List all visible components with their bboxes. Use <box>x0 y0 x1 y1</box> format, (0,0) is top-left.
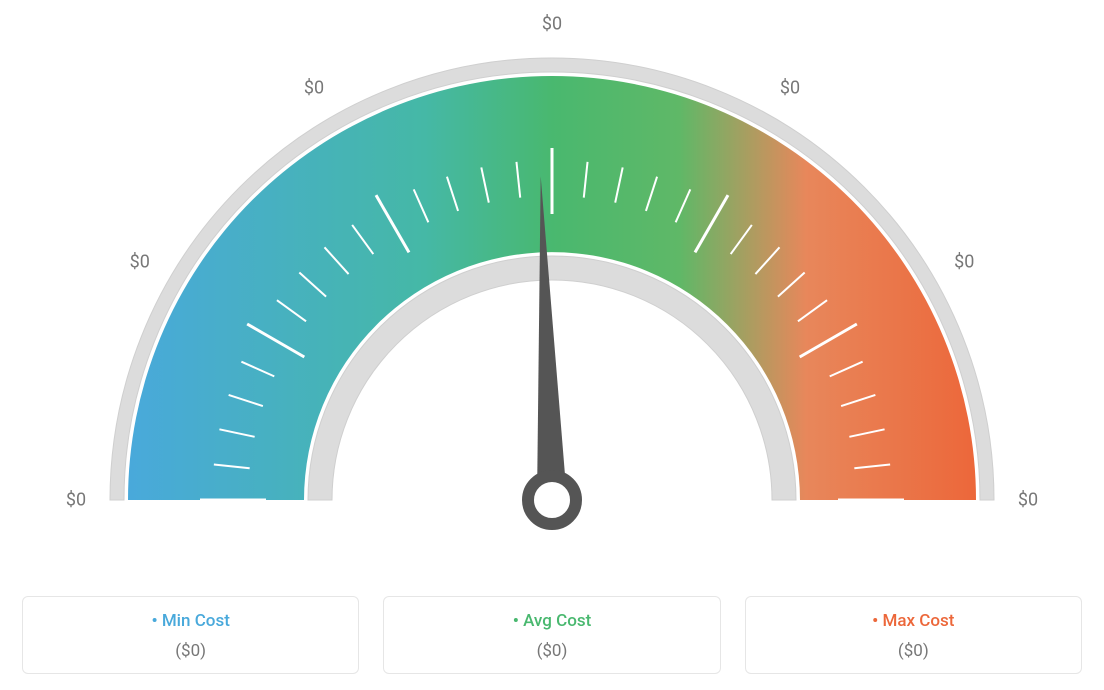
legend-title-min: Min Cost <box>33 611 348 631</box>
legend-value-avg: ($0) <box>394 641 709 661</box>
gauge-wrap: $0 $0 $0 $0 $0 $0 $0 <box>0 0 1104 560</box>
gauge-tick-label: $0 <box>542 14 562 35</box>
legend-card-min: Min Cost ($0) <box>22 596 359 674</box>
gauge-svg <box>0 0 1104 560</box>
legend-value-min: ($0) <box>33 641 348 661</box>
gauge-tick-label: $0 <box>304 77 324 98</box>
gauge-tick-label: $0 <box>1018 490 1038 511</box>
legend-card-max: Max Cost ($0) <box>745 596 1082 674</box>
legend-title-avg: Avg Cost <box>394 611 709 631</box>
gauge-tick-label: $0 <box>780 77 800 98</box>
legend-card-avg: Avg Cost ($0) <box>383 596 720 674</box>
legend-value-max: ($0) <box>756 641 1071 661</box>
gauge-tick-label: $0 <box>954 252 974 273</box>
gauge-tick-label: $0 <box>130 252 150 273</box>
gauge-chart-container: $0 $0 $0 $0 $0 $0 $0 Min Cost ($0) Avg Cost ($… <box>0 0 1104 690</box>
legend-row: Min Cost ($0) Avg Cost ($0) Max Cost ($0… <box>22 596 1082 674</box>
legend-title-max: Max Cost <box>756 611 1071 631</box>
gauge-tick-label: $0 <box>66 490 86 511</box>
